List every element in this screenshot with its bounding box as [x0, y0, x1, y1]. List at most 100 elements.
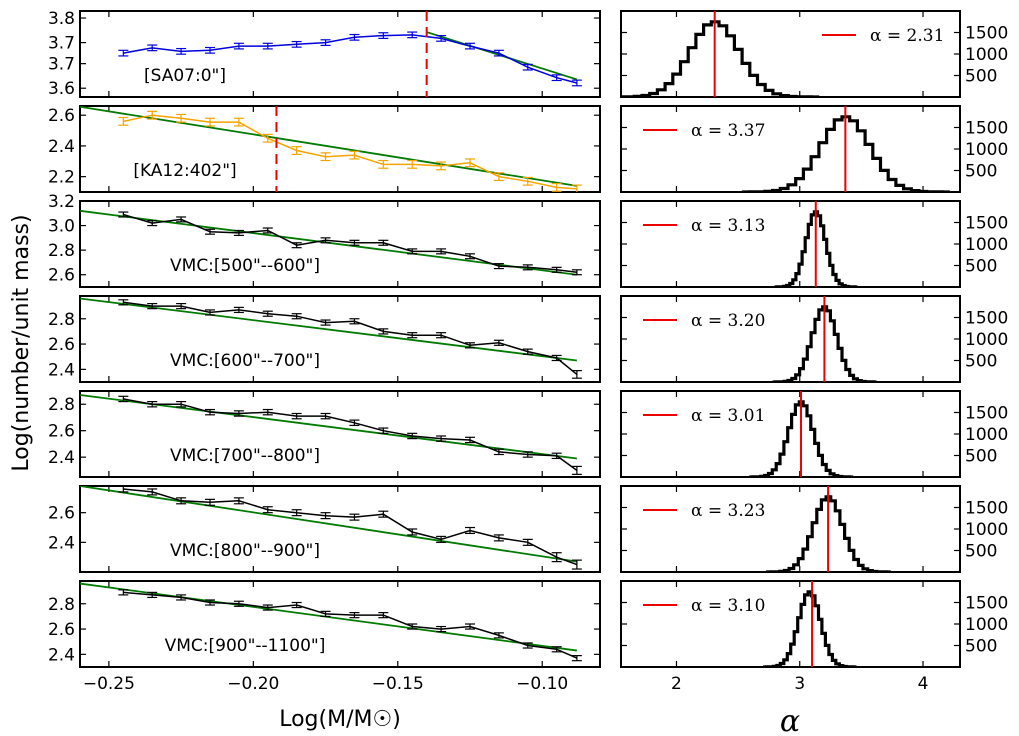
data-point	[233, 117, 244, 127]
hist-y-tick-label: 1000	[965, 330, 1008, 350]
data-point	[291, 40, 302, 48]
data-point	[465, 342, 475, 349]
hist-y-tick-label: 1000	[965, 140, 1008, 160]
panel-label: [KA12:402"]	[133, 161, 236, 181]
hist-x-tick-label: 3	[794, 674, 805, 694]
data-point	[147, 591, 158, 599]
data-point	[176, 113, 187, 123]
data-point	[436, 435, 447, 442]
data-point	[262, 604, 273, 611]
legend-text: α = 3.23	[691, 501, 765, 521]
fit-line	[80, 394, 578, 460]
data-point	[378, 32, 389, 39]
hist-y-tick-label: 1000	[965, 235, 1008, 255]
data-point	[522, 451, 533, 458]
data-point	[349, 33, 360, 41]
y-tick-label: 2.2	[48, 168, 75, 188]
legend-text: α = 2.31	[870, 26, 944, 46]
y-tick-label: 2.4	[48, 645, 75, 665]
data-point	[320, 610, 331, 618]
hist-area	[763, 581, 857, 667]
y-axis-label: Log(number/unit mass)	[9, 214, 34, 471]
right-x-axis-label: α	[780, 704, 800, 736]
data-point	[349, 513, 360, 521]
left-plot-area	[80, 106, 582, 192]
hist-y-tick-label: 1500	[965, 214, 1008, 234]
hist-y-tick-label: 1500	[965, 309, 1008, 329]
data-point	[147, 110, 158, 120]
x-tick-label: −0.15	[372, 674, 424, 694]
x-tick-label: −0.10	[516, 674, 568, 694]
data-point	[465, 526, 475, 535]
data-point	[118, 49, 129, 57]
data-point	[176, 216, 187, 223]
data-point	[551, 182, 562, 192]
hist-area	[772, 296, 877, 382]
y-tick-label: 3.2	[48, 192, 75, 212]
hist-y-tick-label: 500	[965, 352, 997, 372]
hist-y-tick-label: 1500	[965, 24, 1008, 44]
panel-label: [SA07:0"]	[144, 66, 226, 86]
y-tick-label: 3.8	[48, 9, 75, 29]
data-point	[205, 228, 215, 235]
left-panel-frame	[79, 295, 601, 383]
panel-label: VMC:[800"--900"]	[170, 541, 320, 561]
y-tick-label: 3.7	[48, 34, 75, 54]
data-point	[233, 229, 244, 236]
left-plot-area	[80, 297, 582, 379]
data-point	[349, 318, 360, 325]
data-point	[465, 158, 475, 168]
data-point	[465, 42, 475, 50]
data-point	[349, 612, 360, 619]
y-tick-label: 2.6	[48, 620, 75, 640]
data-point	[522, 176, 533, 186]
data-point	[522, 538, 533, 546]
data-point	[465, 253, 475, 260]
data-point	[176, 400, 187, 408]
data-point	[233, 410, 244, 417]
data-point	[551, 74, 562, 82]
y-tick-label: 2.4	[48, 360, 75, 380]
left-plot-area	[80, 394, 582, 475]
data-point	[522, 264, 533, 271]
left-panel-5: 2.6 2.4 VMC:[800"--900"]	[48, 485, 601, 573]
hist-y-tick-label: 500	[965, 637, 997, 657]
left-plot-area	[80, 582, 582, 662]
data-point	[493, 448, 504, 456]
data-point	[551, 266, 562, 273]
data-point	[407, 432, 418, 440]
data-point	[551, 354, 562, 362]
data-point	[349, 239, 360, 246]
left-panel-frame	[79, 390, 601, 478]
data-point	[407, 31, 418, 39]
data-point	[551, 552, 562, 563]
data-point	[118, 116, 129, 126]
legend-text: α = 3.20	[691, 311, 765, 331]
left-plot-area	[118, 11, 582, 97]
data-point	[291, 146, 302, 155]
axis-labels: Log(number/unit mass) Log(M/M☉) α	[9, 214, 800, 736]
panel-label: VMC:[900"--1100"]	[165, 636, 326, 656]
legend-text: α = 3.37	[691, 121, 765, 141]
data-point	[378, 427, 389, 434]
hist-y-tick-label: 1500	[965, 119, 1008, 139]
data-point	[571, 559, 582, 570]
data-point	[493, 172, 504, 182]
data-point	[205, 46, 215, 54]
y-tick-label: 2.8	[48, 310, 75, 330]
data-point	[176, 497, 187, 505]
data-point	[291, 412, 302, 420]
data-point	[262, 133, 273, 143]
left-panel-3: 2.8 2.6 2.4 VMC:[600"--700"]	[48, 295, 601, 383]
data-point	[493, 534, 504, 542]
panel-label: VMC:[600"--700"]	[170, 351, 320, 371]
